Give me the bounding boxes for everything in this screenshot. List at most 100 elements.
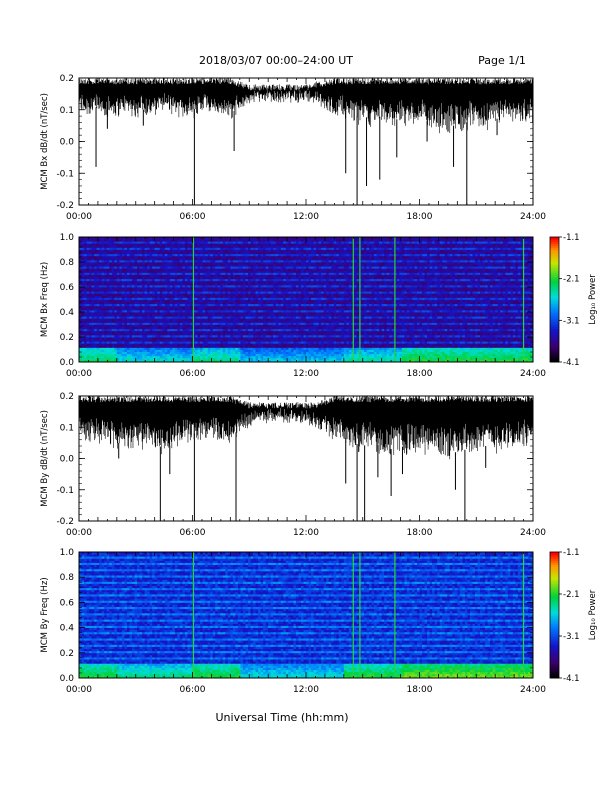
heatmap-cell	[215, 343, 219, 346]
heatmap-cell	[306, 324, 309, 327]
heatmap-cell	[101, 324, 105, 327]
heatmap-cell	[502, 322, 506, 325]
heatmap-cell	[195, 334, 198, 338]
heatmap-cell	[179, 341, 183, 344]
heatmap-cell	[323, 349, 327, 352]
heatmap-cell	[432, 339, 436, 342]
heatmap-cell	[341, 347, 345, 350]
heatmap-cell	[109, 309, 113, 313]
heatmap-cell	[177, 353, 181, 357]
heatmap-cell	[497, 314, 501, 317]
heatmap-cell	[184, 357, 188, 361]
heatmap-cell	[106, 316, 110, 319]
heatmap-cell	[164, 324, 168, 327]
heatmap-cell	[131, 307, 135, 311]
heatmap-cell	[235, 334, 239, 338]
heatmap-cell	[361, 328, 365, 332]
heatmap-cell	[371, 312, 375, 315]
heatmap-cell	[212, 326, 216, 330]
heatmap-cell	[510, 312, 514, 315]
heatmap-cell	[157, 359, 161, 363]
heatmap-cell	[485, 343, 488, 346]
heatmap-cell	[288, 359, 292, 363]
heatmap-cell	[162, 347, 166, 350]
heatmap-cell	[469, 343, 473, 346]
heatmap-cell	[439, 353, 443, 357]
heatmap-cell	[137, 345, 140, 348]
heatmap-cell	[416, 334, 420, 338]
heatmap-cell	[396, 328, 400, 332]
heatmap-cell	[84, 357, 87, 361]
heatmap-cell	[527, 334, 531, 338]
heatmap-cell	[81, 353, 85, 357]
heatmap-cell	[179, 357, 183, 361]
heatmap-cell	[197, 345, 201, 348]
heatmap-cell	[121, 353, 125, 357]
heatmap-cell	[300, 347, 304, 350]
heatmap-cell	[142, 355, 145, 359]
heatmap-cell	[154, 320, 158, 323]
heatmap-cell	[303, 328, 307, 332]
heatmap-cell	[326, 345, 330, 348]
heatmap-cell	[485, 345, 488, 348]
heatmap-cell	[126, 347, 130, 350]
heatmap-cell	[89, 320, 93, 323]
heatmap-cell	[487, 334, 491, 338]
heatmap-cell	[101, 349, 105, 352]
heatmap-cell	[338, 343, 342, 346]
heatmap-cell	[485, 337, 488, 340]
heatmap-cell	[487, 309, 491, 313]
heatmap-cell	[230, 334, 234, 338]
heatmap-cell	[452, 322, 456, 325]
heatmap-cell	[154, 351, 158, 355]
heatmap-cell	[384, 328, 388, 332]
heatmap-cell	[86, 357, 90, 361]
heatmap-cell	[210, 349, 214, 352]
heatmap-cell	[84, 355, 87, 359]
heatmap-cell	[106, 312, 110, 315]
heatmap-cell	[134, 353, 138, 357]
heatmap-cell	[333, 351, 337, 355]
heatmap-cell	[381, 326, 385, 330]
heatmap-cell	[245, 332, 249, 336]
heatmap-cell	[394, 351, 398, 355]
heatmap-cell	[323, 316, 327, 319]
heatmap-cell	[318, 322, 322, 325]
heatmap-cell	[505, 349, 509, 352]
heatmap-cell	[348, 334, 352, 338]
heatmap-cell	[328, 359, 332, 363]
heatmap-cell	[270, 357, 274, 361]
heatmap-cell	[361, 330, 365, 334]
heatmap-cell	[139, 334, 143, 338]
heatmap-cell	[492, 337, 496, 340]
heatmap-cell	[167, 355, 171, 359]
heatmap-cell	[328, 326, 332, 330]
heatmap-cell	[89, 339, 93, 342]
heatmap-cell	[139, 341, 143, 344]
heatmap-cell	[94, 314, 98, 317]
heatmap-cell	[520, 312, 524, 315]
heatmap-cell	[290, 339, 294, 342]
heatmap-cell	[94, 355, 98, 359]
heatmap-cell	[459, 339, 463, 342]
heatmap-cell	[452, 330, 456, 334]
heatmap-cell	[232, 345, 236, 348]
heatmap-cell	[447, 357, 451, 361]
heatmap-cell	[366, 309, 370, 313]
heatmap-cell	[464, 341, 468, 344]
heatmap-cell	[348, 314, 352, 317]
heatmap-cell	[79, 351, 82, 355]
heatmap-cell	[99, 334, 103, 338]
heatmap-cell	[177, 334, 181, 338]
heatmap-cell	[137, 343, 140, 346]
heatmap-cell	[343, 332, 347, 336]
heatmap-cell	[348, 320, 352, 323]
heatmap-cell	[189, 322, 193, 325]
heatmap-cell	[343, 320, 347, 323]
heatmap-cell	[374, 355, 378, 359]
heatmap-cell	[427, 351, 430, 355]
heatmap-cell	[507, 339, 511, 342]
heatmap-cell	[311, 359, 314, 363]
heatmap-cell	[331, 349, 335, 352]
heatmap-cell	[131, 351, 135, 355]
